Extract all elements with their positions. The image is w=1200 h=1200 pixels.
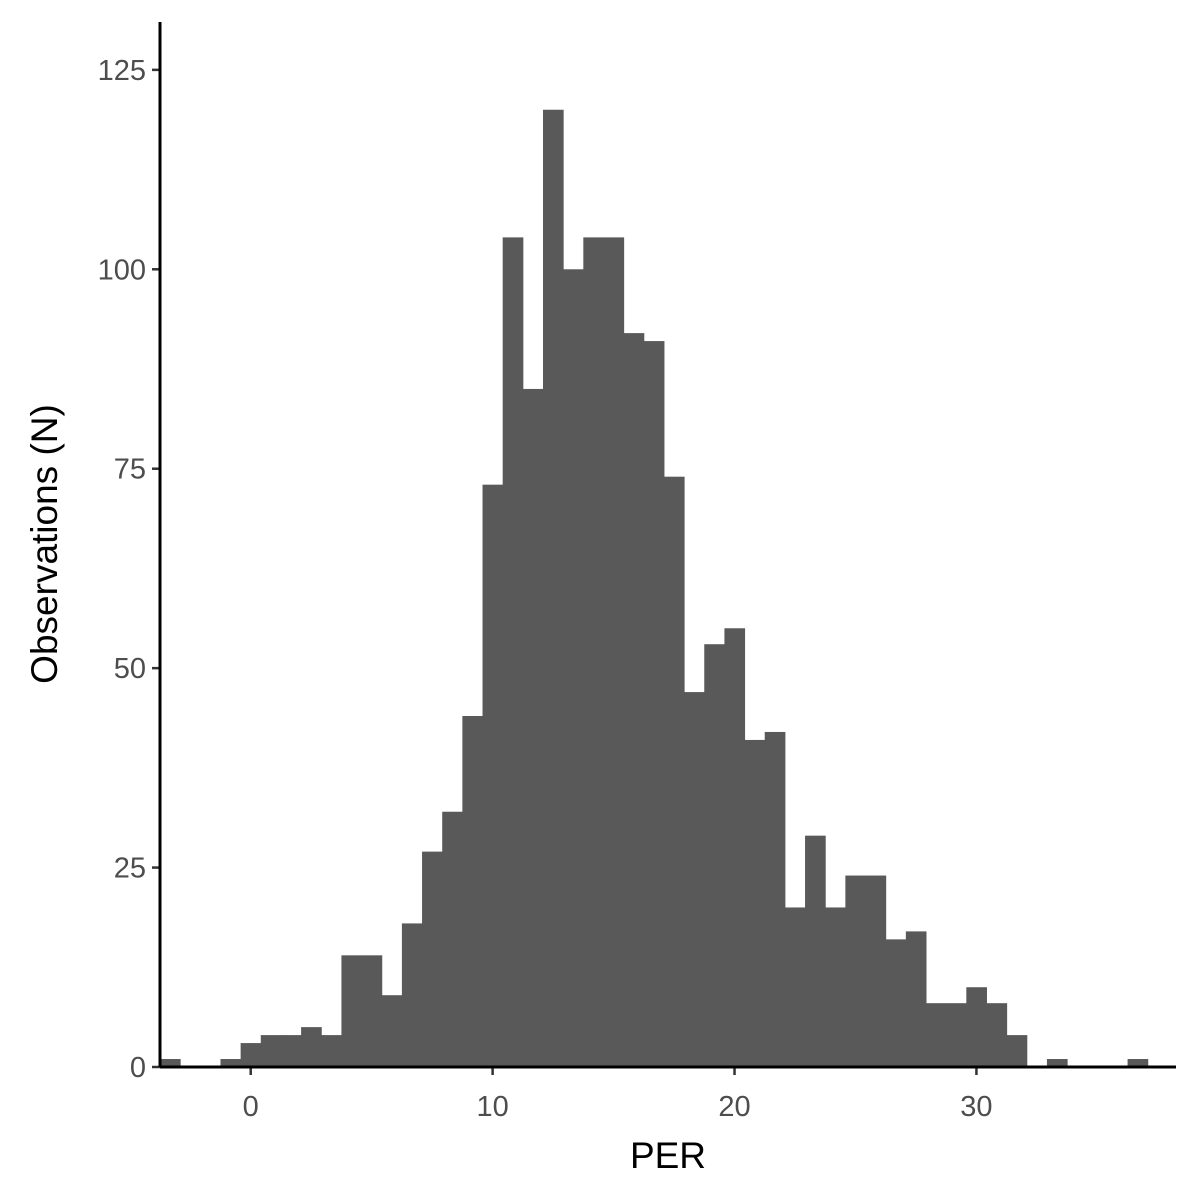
histogram-bar [684,692,705,1067]
histogram-bar [946,1003,967,1067]
histogram-bar [986,1003,1008,1067]
histogram-bar [1006,1035,1028,1067]
y-tick-label: 125 [98,55,146,87]
histogram-bar [341,955,363,1067]
x-tick-label: 0 [243,1091,259,1123]
histogram-bar [522,388,544,1068]
histogram-bar [663,476,685,1067]
histogram-bar [220,1059,242,1067]
histogram-bar [442,811,463,1067]
histogram-bar [381,995,403,1067]
histogram-bar [905,931,927,1067]
histogram-bar [422,851,443,1067]
y-tick-label: 25 [114,853,146,885]
histogram-bar [543,109,564,1067]
histogram-bar [865,875,887,1067]
histogram-bar [623,333,645,1067]
histogram-bar [240,1043,262,1067]
x-axis-ticks: 0 10 20 30 [243,1067,993,1123]
histogram-bar [160,1059,181,1067]
histogram-bar [764,731,786,1067]
histogram-bar [643,341,665,1067]
histogram-bar [744,739,766,1067]
histogram-bar [845,875,867,1067]
histogram-bar [502,237,524,1067]
histogram-bar [603,237,625,1067]
y-axis-title: Observations (N) [24,404,65,684]
x-axis-title: PER [630,1135,706,1176]
y-tick-label: 0 [130,1052,146,1084]
histogram-bar [361,955,383,1067]
histogram-bar [280,1035,302,1067]
histogram-bar [401,923,423,1067]
histogram-bar [482,484,504,1067]
histogram-bar [784,907,806,1067]
histogram-bar [462,716,484,1067]
histogram-bar [321,1035,342,1067]
histogram-bar [1046,1059,1068,1067]
histogram-bar [1127,1059,1149,1067]
y-tick-label: 100 [98,254,146,286]
histogram-bar [885,939,907,1067]
y-tick-label: 75 [114,454,146,486]
y-axis-ticks: 0 25 50 75 100 125 [98,55,160,1084]
histogram-bar [966,987,987,1067]
x-tick-label: 10 [476,1091,508,1123]
histogram-bar [724,628,746,1067]
histogram-bar [825,907,846,1067]
histogram-bar [805,835,826,1067]
histogram-bar [301,1027,322,1067]
x-tick-label: 20 [718,1091,750,1123]
histogram-bar [704,644,725,1067]
histogram-bar [260,1035,282,1067]
histogram-bar [563,269,584,1068]
histogram-bars [160,109,1149,1068]
y-tick-label: 50 [114,653,146,685]
x-tick-label: 30 [960,1091,992,1123]
histogram-bar [926,1003,947,1067]
histogram-bar [583,237,604,1067]
